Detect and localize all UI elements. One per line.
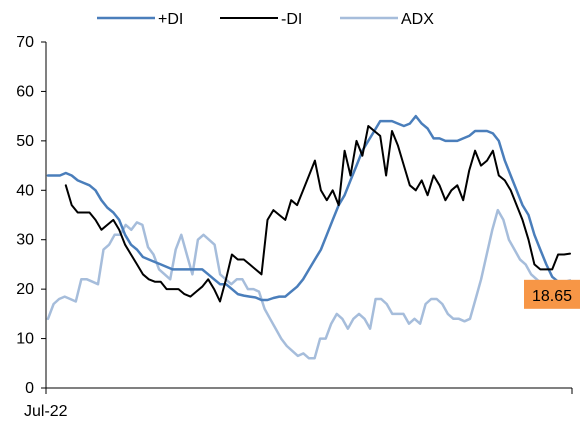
value-callout-label: 18.65 xyxy=(532,288,572,305)
y-tick-label: 10 xyxy=(16,331,34,348)
y-tick-label: 60 xyxy=(16,83,34,100)
legend-label-di: -DI xyxy=(281,11,302,28)
y-tick-label: 40 xyxy=(16,182,34,199)
axes: 0 10 20 30 40 50 60 70 Jul-22 xyxy=(16,34,573,420)
y-tick-label: 30 xyxy=(16,232,34,249)
legend-label-di: +DI xyxy=(158,11,183,28)
y-tick-label: 20 xyxy=(16,281,34,298)
plot-area xyxy=(46,114,572,360)
y-tick-label: 0 xyxy=(25,380,34,397)
y-tick-label: 70 xyxy=(16,34,34,51)
legend-label-adx: ADX xyxy=(401,11,434,28)
series-line-di xyxy=(46,114,572,302)
series-line-di xyxy=(64,125,571,303)
x-tick-label: Jul-22 xyxy=(24,403,68,420)
series-line-adx xyxy=(46,208,572,360)
legend: +DI -DI ADX xyxy=(97,11,434,28)
value-callout-box xyxy=(524,279,580,309)
callout: 18.65 xyxy=(524,279,580,309)
y-tick-label: 50 xyxy=(16,133,34,150)
